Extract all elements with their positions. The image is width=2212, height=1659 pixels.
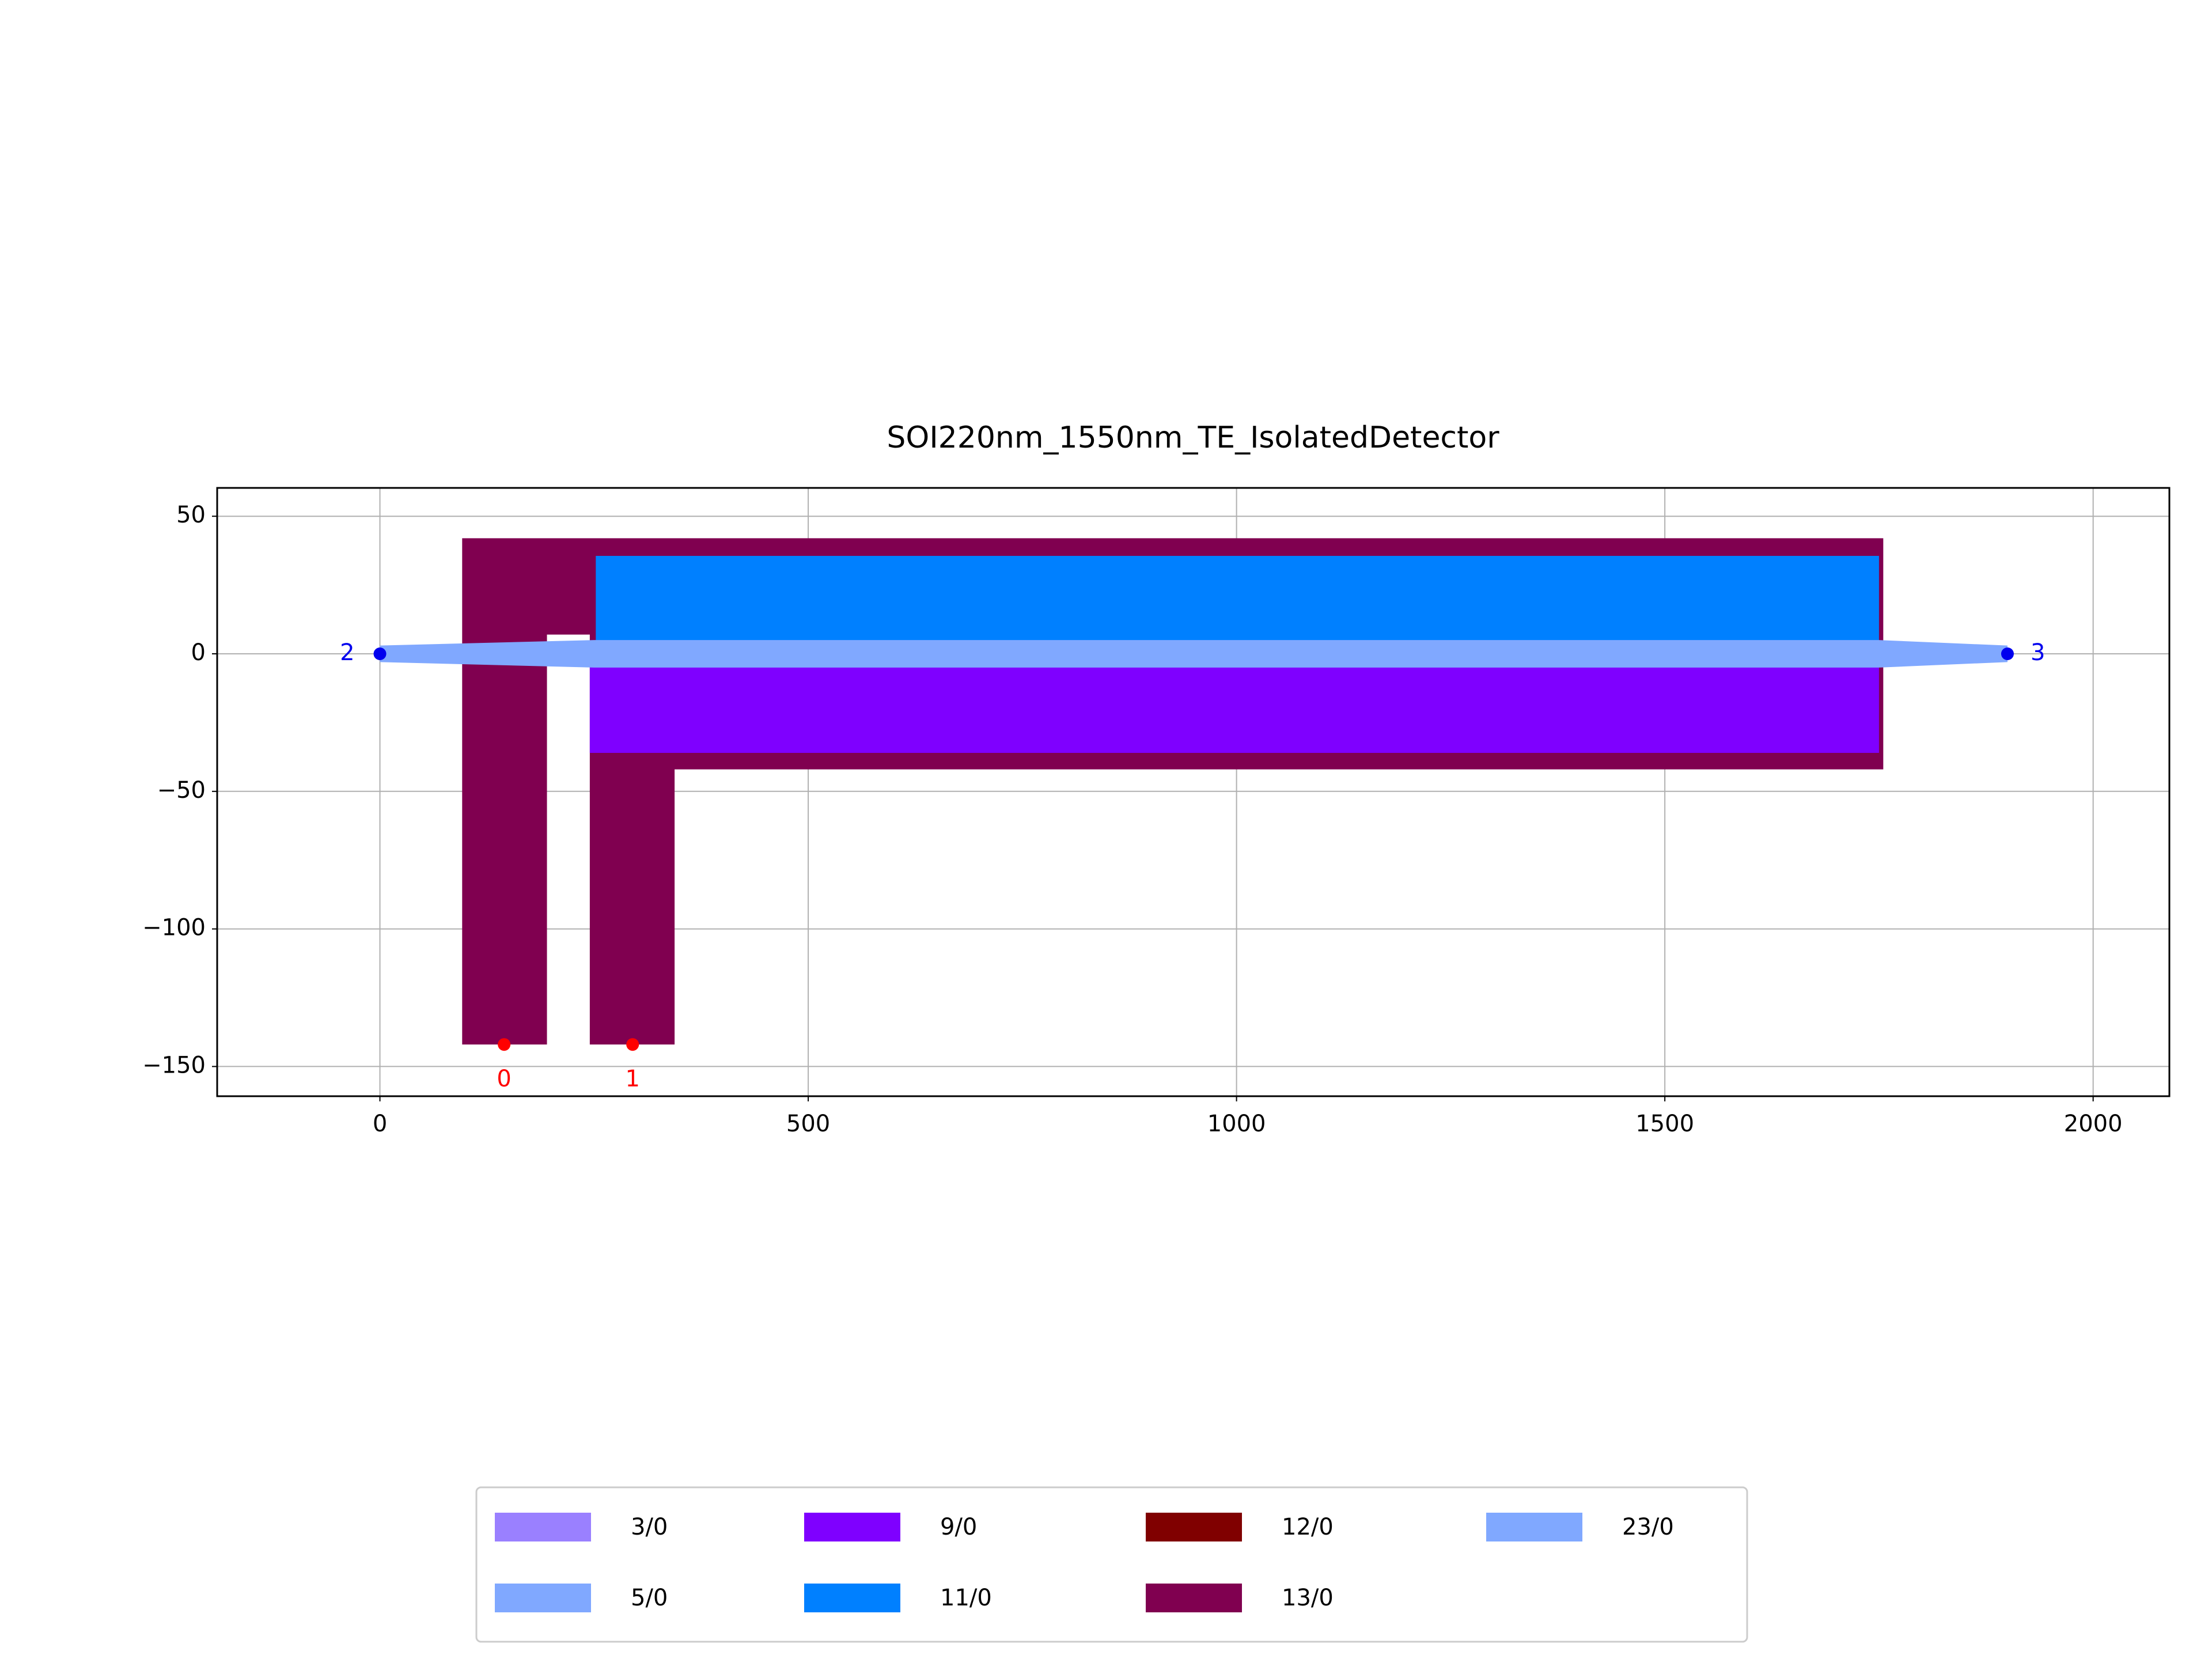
legend-patch — [804, 1513, 900, 1541]
legend-patch — [495, 1513, 591, 1541]
x-tick-label: 1000 — [1207, 1111, 1266, 1137]
legend-label: 3/0 — [631, 1514, 668, 1540]
y-tick-label: −150 — [142, 1052, 206, 1078]
legend-label: 11/0 — [940, 1585, 992, 1611]
legend-label: 12/0 — [1282, 1514, 1334, 1540]
x-tick-label: 1500 — [1635, 1111, 1694, 1137]
port-label: 3 — [2031, 639, 2045, 666]
x-tick-label: 500 — [786, 1111, 830, 1137]
legend-frame — [475, 1486, 1748, 1643]
legend-label: 13/0 — [1282, 1585, 1334, 1611]
port-marker — [2001, 647, 2014, 660]
x-tick-label: 2000 — [2064, 1111, 2123, 1137]
chart-title: SOI220nm_1550nm_TE_IsolatedDetector — [887, 421, 1499, 455]
legend-patch — [495, 1584, 591, 1612]
port-marker — [626, 1038, 639, 1051]
y-tick-label: 50 — [176, 502, 206, 528]
legend-patch — [1146, 1584, 1242, 1612]
axes-frame — [216, 487, 2171, 1097]
layer-polygon — [380, 640, 2008, 668]
legend-patch — [804, 1584, 900, 1612]
legend: 3/0 5/0 9/0 11/0 12/0 13/0 23/0 — [475, 1486, 1748, 1643]
layer-polygon — [596, 555, 1879, 654]
legend-label: 5/0 — [631, 1585, 668, 1611]
port-label: 2 — [340, 639, 354, 666]
port-label: 0 — [497, 1066, 511, 1092]
x-tick-label: 0 — [373, 1111, 387, 1137]
port-marker — [498, 1038, 511, 1051]
y-tick-label: −100 — [142, 915, 206, 941]
y-tick-label: 0 — [191, 639, 206, 666]
port-label: 1 — [625, 1066, 639, 1092]
legend-label: 23/0 — [1622, 1514, 1674, 1540]
y-tick-label: −50 — [157, 777, 206, 804]
port-marker — [373, 647, 387, 660]
layer-polygon — [589, 654, 1879, 753]
legend-patch — [1486, 1513, 1582, 1541]
legend-patch — [1146, 1513, 1242, 1541]
legend-label: 9/0 — [940, 1514, 977, 1540]
